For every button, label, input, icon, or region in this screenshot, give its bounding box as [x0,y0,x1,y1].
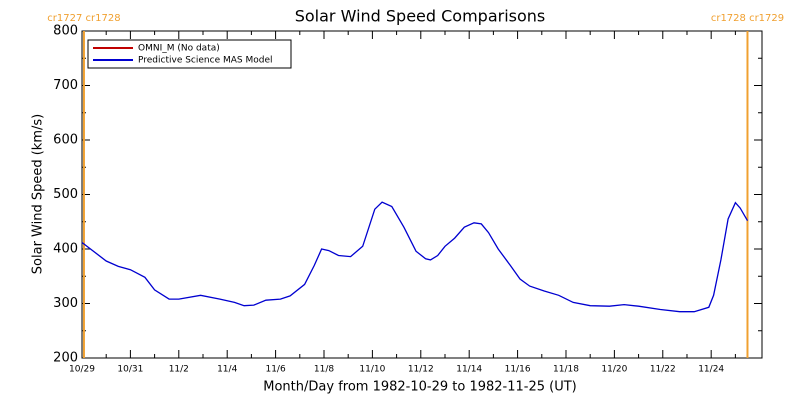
x-tick-label: 11/2 [169,365,189,375]
x-tick-label: 11/16 [505,365,531,375]
y-tick-label: 700 [53,78,78,93]
x-tick-label: 11/22 [650,365,676,375]
y-tick-label: 500 [53,187,78,202]
x-tick-label: 11/12 [408,365,434,375]
chart-title: Solar Wind Speed Comparisons [295,7,546,26]
y-tick-label: 600 [53,133,78,148]
legend-label: OMNI_M (No data) [138,44,220,54]
y-tick-label: 400 [53,242,78,257]
x-tick-label: 10/31 [117,365,143,375]
x-axis-label: Month/Day from 1982-10-29 to 1982-11-25 … [263,380,576,395]
legend-box [87,39,292,69]
x-tick-label: 11/18 [553,365,579,375]
x-tick-label: 10/29 [69,365,95,375]
x-tick-label: 11/20 [601,365,627,375]
legend: OMNI_M (No data) Predictive Science MAS M… [87,39,292,69]
y-tick-label: 800 [53,24,78,39]
x-tick-label: 11/14 [456,365,482,375]
y-tick-label: 200 [53,351,78,366]
x-tick-label: 11/10 [359,365,385,375]
x-tick-label: 11/4 [217,365,237,375]
x-tick-label: 11/8 [314,365,334,375]
rotation-label: cr1728 cr1729 [711,13,784,24]
x-tick-label: 11/24 [698,365,724,375]
series-line [81,201,749,313]
y-tick-label: 300 [53,296,78,311]
rotation-label: cr1727 cr1728 [47,13,120,24]
legend-label: Predictive Science MAS Model [138,56,273,66]
x-tick-label: 11/6 [265,365,285,375]
y-axis-label: Solar Wind Speed (km/s) [31,114,46,274]
